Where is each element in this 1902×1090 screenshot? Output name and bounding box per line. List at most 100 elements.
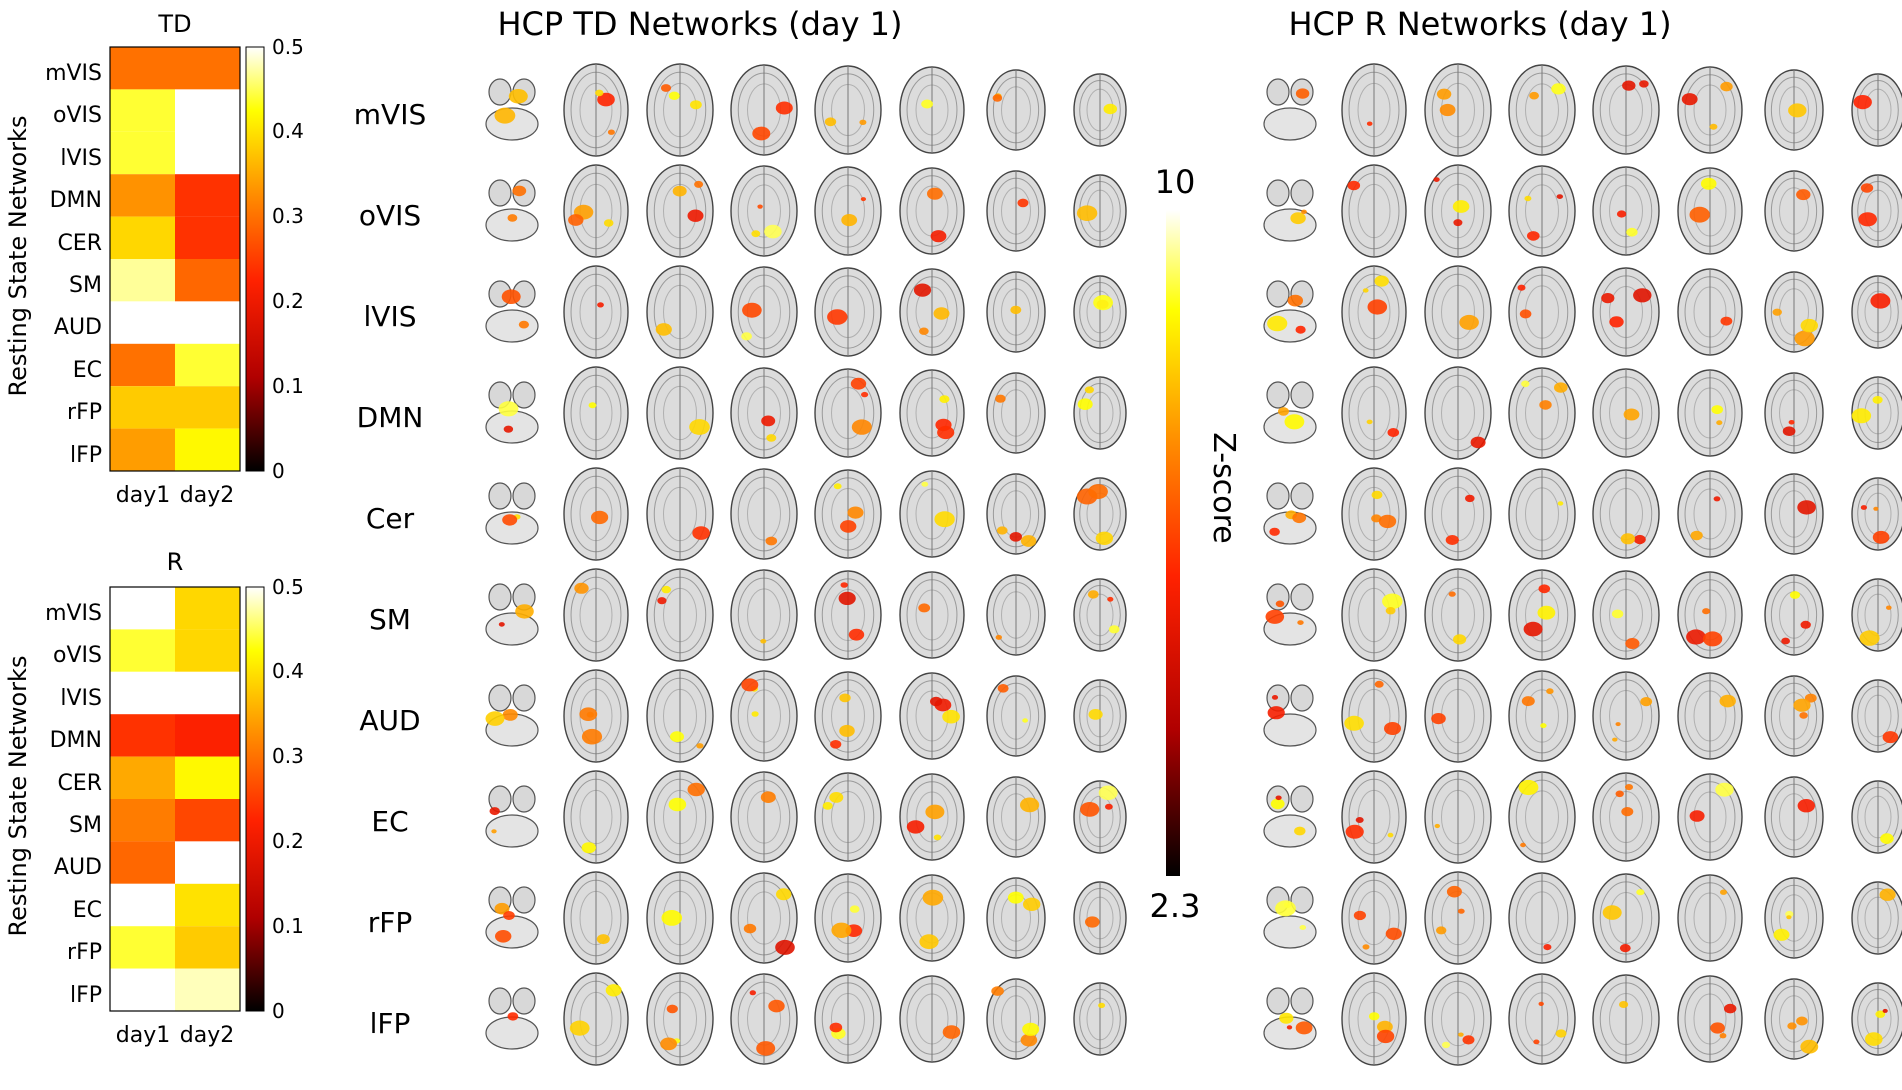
brain-slice — [563, 972, 629, 1066]
activation-blob — [501, 289, 521, 305]
activation-blob — [672, 185, 687, 197]
brain-slice — [1424, 568, 1492, 662]
activation-blob — [692, 526, 710, 540]
activation-blob — [1371, 490, 1383, 500]
activation-blob — [775, 939, 795, 955]
activation-blob — [860, 197, 867, 202]
heatmap-cell — [175, 756, 240, 799]
activation-blob — [1017, 198, 1029, 208]
activation-blob — [1107, 596, 1114, 602]
brain-slice — [1263, 179, 1317, 242]
brain-panel-r: HCP R Networks (day 1) — [1263, 5, 1902, 1066]
activation-blob — [1294, 826, 1306, 836]
brain-slice — [1508, 266, 1576, 358]
heatmap-r-row-label: oVIS — [53, 643, 102, 668]
activation-blob — [1020, 1033, 1038, 1047]
activation-blob — [1787, 1022, 1797, 1030]
activation-blob — [1345, 824, 1364, 839]
brain-slice — [563, 871, 629, 965]
brain-slice — [485, 482, 539, 545]
brain-slice — [1764, 473, 1824, 555]
activation-blob — [1538, 1001, 1544, 1007]
brain-row-label: SM — [369, 603, 411, 636]
activation-blob — [1103, 103, 1118, 115]
activation-blob — [995, 394, 1006, 403]
activation-blob — [1286, 1025, 1293, 1030]
activation-blob — [581, 728, 603, 745]
activation-blob — [775, 101, 793, 115]
activation-blob — [1271, 695, 1279, 700]
activation-blob — [1436, 88, 1452, 100]
activation-blob — [1088, 709, 1103, 720]
brain-slice — [646, 164, 714, 258]
brain-slice — [814, 368, 882, 458]
activation-blob — [1720, 81, 1733, 92]
activation-blob — [1098, 785, 1118, 801]
activation-blob — [1275, 600, 1285, 608]
activation-blob — [687, 209, 704, 222]
activation-blob — [1800, 620, 1811, 629]
brain-slice — [1764, 877, 1824, 959]
activation-blob — [1640, 697, 1653, 707]
brain-slice — [730, 872, 798, 964]
brain-slice — [1851, 578, 1902, 652]
activation-blob — [494, 107, 516, 124]
brain-slice — [563, 467, 629, 561]
activation-blob — [1458, 1032, 1464, 1037]
activation-blob — [1872, 530, 1890, 544]
activation-blob — [1445, 535, 1459, 545]
activation-blob — [1020, 797, 1040, 813]
activation-blob — [1873, 506, 1879, 511]
brain-slice — [986, 776, 1046, 858]
activation-blob — [1434, 823, 1441, 829]
activation-blob — [1453, 634, 1467, 645]
activation-blob — [1431, 713, 1446, 725]
activation-blob — [1387, 832, 1394, 838]
activation-blob — [1709, 123, 1718, 130]
activation-blob — [1639, 80, 1649, 88]
brain-slice — [814, 166, 882, 256]
activation-blob — [1690, 530, 1703, 541]
brain-slice — [899, 975, 965, 1063]
activation-blob — [597, 302, 604, 308]
brain-slice — [1508, 64, 1576, 156]
brain-slice — [899, 369, 965, 457]
brain-slice — [1263, 78, 1317, 141]
activation-blob — [1524, 195, 1532, 202]
brain-slice — [563, 164, 629, 258]
brain-slice — [730, 367, 798, 459]
brain-slice — [814, 267, 882, 357]
activation-blob — [765, 536, 778, 546]
activation-blob — [918, 603, 931, 613]
brain-slice — [1073, 881, 1127, 955]
brain-slice — [563, 63, 629, 157]
activation-blob — [491, 829, 497, 834]
heatmap-td-row-labels: mVIS oVIS lVIS DMN CER SM AUD EC rFP lFP — [45, 61, 102, 468]
heatmap-cell — [175, 841, 240, 884]
brain-slice — [485, 179, 539, 242]
brain-slice — [646, 972, 714, 1066]
heatmap-td-row-label: AUD — [54, 315, 102, 340]
brain-slice — [1341, 63, 1407, 157]
activation-blob — [1797, 500, 1816, 515]
activation-blob — [1366, 419, 1373, 425]
brain-slice — [1677, 874, 1743, 962]
heatmap-r: R Resting State Networks mVIS oVIS lVIS … — [4, 548, 304, 1048]
activation-blob — [1800, 1039, 1819, 1054]
activation-blob — [668, 91, 680, 101]
brain-slice — [646, 770, 714, 864]
activation-blob — [1518, 779, 1539, 796]
heatmap-td-row-label: CER — [57, 231, 102, 256]
activation-blob — [1872, 396, 1883, 404]
brain-slice — [1341, 265, 1407, 359]
activation-blob — [1538, 584, 1551, 594]
activation-blob — [933, 834, 942, 841]
brain-row-label: lVIS — [364, 300, 417, 333]
brain-slice — [1677, 571, 1743, 659]
activation-blob — [1882, 1008, 1888, 1013]
activation-blob — [1088, 484, 1108, 500]
brain-slice — [1764, 978, 1824, 1060]
heatmap-td-row-label: lVIS — [60, 146, 102, 171]
activation-blob — [1720, 316, 1733, 326]
